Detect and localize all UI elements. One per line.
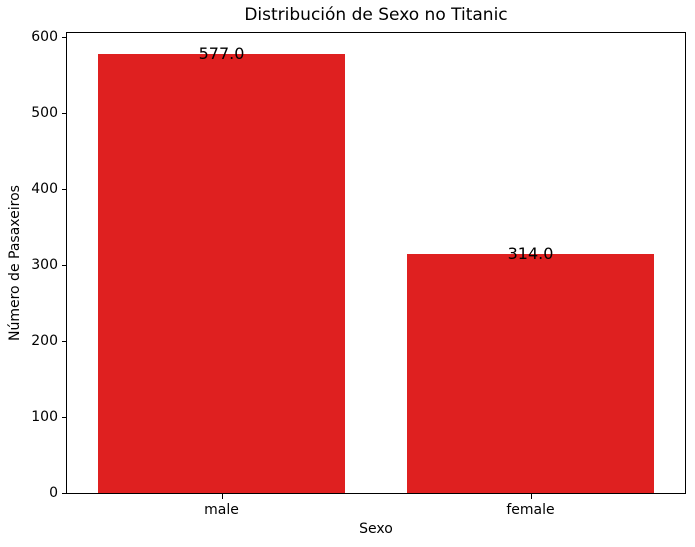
y-tick-label: 400 [31, 180, 58, 197]
bar-value-label-male: 577.0 [198, 44, 245, 64]
x-tick-mark [530, 494, 532, 499]
y-tick-label: 200 [31, 332, 58, 349]
x-tick-mark [221, 494, 223, 499]
bar-value-label-female: 314.0 [507, 244, 554, 264]
y-tick-label: 0 [49, 485, 58, 501]
y-tick-label: 600 [31, 28, 58, 45]
x-tick-label-female: female [506, 502, 555, 518]
y-tick-mark [62, 264, 67, 266]
bar-male [97, 54, 346, 493]
bar-female [406, 254, 655, 493]
x-tick-label-male: male [204, 502, 239, 518]
y-tick-label: 300 [31, 256, 58, 273]
y-tick-mark [62, 188, 67, 190]
y-tick-mark [62, 340, 67, 342]
y-tick-mark [62, 493, 67, 494]
y-tick-label: 100 [31, 408, 58, 425]
y-tick-mark [62, 36, 67, 38]
y-tick-mark [62, 416, 67, 418]
y-tick-label: 500 [31, 104, 58, 121]
x-axis-label: Sexo [359, 521, 393, 537]
chart-title: Distribución de Sexo no Titanic [244, 5, 508, 25]
y-tick-mark [62, 112, 67, 114]
